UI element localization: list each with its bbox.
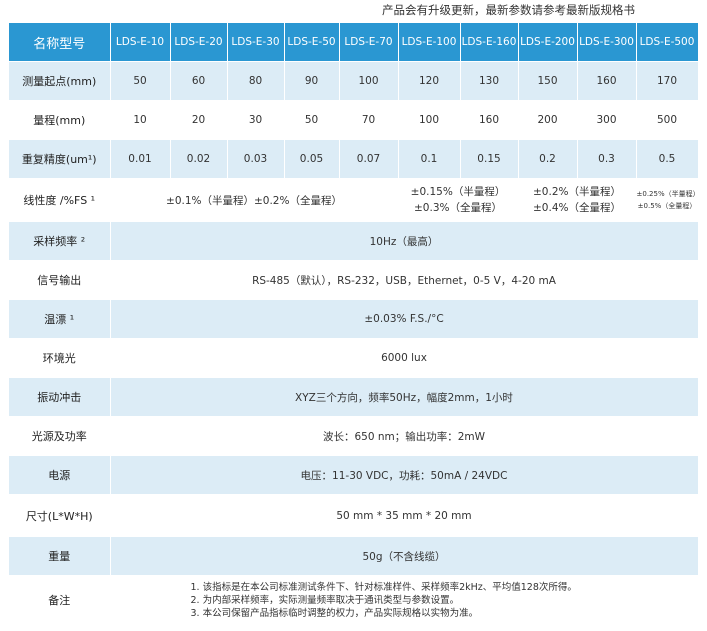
model-header: LDS-E-30 (226, 22, 285, 62)
cell: 20 (169, 100, 228, 140)
table-row: 光源及功率 波长：650 nm；输出功率：2mW (9, 416, 699, 456)
table-row: 信号输出 RS-485（默认），RS-232，USB，Ethernet，0-5 V… (9, 260, 699, 300)
cell: 80 (226, 61, 285, 101)
cell-line: ±0.2%（半量程） (533, 186, 621, 198)
table-row: 采样频率 ² 10Hz（最高） (9, 221, 699, 261)
remark-line: 1. 该指标是在本公司标准测试条件下、针对标准样件、采样频率2kHz、平均值12… (190, 581, 577, 593)
cell: 电压：11-30 VDC，功耗：50mA / 24VDC (109, 455, 699, 495)
model-header: LDS-E-160 (459, 22, 519, 62)
cell: 60 (169, 61, 228, 101)
cell: 0.03 (226, 139, 285, 179)
row-label: 量程(mm) (9, 100, 111, 140)
cell: ±0.03% F.S./°C (109, 299, 699, 339)
row-label: 振动冲击 (9, 377, 111, 417)
cell: 10 (109, 100, 171, 140)
row-label: 信号输出 (9, 260, 111, 300)
cell-line: ±0.5%（全量程） (637, 202, 697, 210)
cell: 0.01 (109, 139, 171, 179)
model-header: LDS-E-500 (635, 22, 699, 62)
cell: 0.3 (576, 139, 637, 179)
cell: 0.15 (459, 139, 519, 179)
table-row: 电源 电压：11-30 VDC，功耗：50mA / 24VDC (9, 455, 699, 495)
model-header: LDS-E-100 (397, 22, 461, 62)
cell: 0.2 (517, 139, 578, 179)
cell: 100 (397, 100, 461, 140)
cell: ±0.1%（半量程）±0.2%（全量程） (109, 178, 399, 222)
cell: 160 (459, 100, 519, 140)
cell: ±0.15%（半量程） ±0.3%（全量程） (397, 178, 519, 222)
row-label: 光源及功率 (9, 416, 111, 456)
cell: 120 (397, 61, 461, 101)
cell: 50 mm * 35 mm * 20 mm (109, 494, 699, 537)
header-label: 名称型号 (9, 22, 111, 62)
cell: 500 (635, 100, 699, 140)
cell: 70 (338, 100, 399, 140)
table-row: 测量起点(mm) 50 60 80 90 100 120 130 150 160 170 (9, 61, 699, 101)
cell: 200 (517, 100, 578, 140)
update-notice: 产品会有升级更新，最新参数请参考最新版规格书 (382, 3, 635, 17)
header-row: 名称型号 LDS-E-10 LDS-E-20 LDS-E-30 LDS-E-50 LDS-… (9, 22, 699, 62)
table-row: 温漂 ¹ ±0.03% F.S./°C (9, 299, 699, 339)
row-label: 电源 (9, 455, 111, 495)
table-row: 备注 1. 该指标是在本公司标准测试条件下、针对标准样件、采样频率2kHz、平均值… (9, 575, 699, 625)
remark-line: 2. 为内部采样频率，实际测量频率取决于通讯类型与参数设置。 (190, 594, 460, 606)
cell: 160 (576, 61, 637, 101)
model-header: LDS-E-70 (338, 22, 399, 62)
table-row: 重复精度(um¹) 0.01 0.02 0.03 0.05 0.07 0.1 0.15 0.2 0… (9, 139, 699, 179)
table-row: 线性度 /%FS ¹ ±0.1%（半量程）±0.2%（全量程） ±0.15%（半… (9, 178, 700, 222)
cell: 6000 lux (109, 338, 699, 378)
table-row: 重量 50g（不含线缆） (9, 536, 699, 576)
cell: 0.07 (338, 139, 399, 179)
row-label: 线性度 /%FS ¹ (9, 178, 111, 222)
row-label: 重量 (9, 536, 111, 576)
row-label: 测量起点(mm) (9, 61, 111, 101)
remarks-cell: 1. 该指标是在本公司标准测试条件下、针对标准样件、采样频率2kHz、平均值12… (109, 575, 699, 625)
model-header: LDS-E-10 (109, 22, 171, 62)
cell: 0.1 (397, 139, 461, 179)
cell: 波长：650 nm；输出功率：2mW (109, 416, 699, 456)
table-row: 振动冲击 XYZ三个方向，频率50Hz，幅度2mm，1小时 (9, 377, 699, 417)
cell: 30 (226, 100, 285, 140)
cell: 50 (109, 61, 171, 101)
row-label: 环境光 (9, 338, 111, 378)
model-header: LDS-E-300 (576, 22, 637, 62)
table-row: 尺寸(L*W*H) 50 mm * 35 mm * 20 mm (9, 494, 699, 537)
cell: 170 (635, 61, 699, 101)
table-row: 环境光 6000 lux (9, 338, 699, 378)
cell-line: ±0.25%（半量程） (636, 190, 700, 198)
cell: 50g（不含线缆） (109, 536, 699, 576)
cell-line: ±0.4%（全量程） (533, 202, 621, 214)
row-label: 温漂 ¹ (9, 299, 111, 339)
row-label: 尺寸(L*W*H) (9, 494, 111, 537)
cell: 0.02 (169, 139, 228, 179)
cell: 130 (459, 61, 519, 101)
model-header: LDS-E-200 (517, 22, 578, 62)
cell: XYZ三个方向，频率50Hz，幅度2mm，1小时 (109, 377, 699, 417)
cell: 0.5 (635, 139, 699, 179)
model-header: LDS-E-50 (283, 22, 340, 62)
cell: ±0.25%（半量程） ±0.5%（全量程） (635, 178, 700, 222)
remark-line: 3. 本公司保留产品指标临时调整的权力，产品实际规格以实物为准。 (190, 607, 479, 619)
cell: 90 (283, 61, 340, 101)
row-label: 备注 (9, 575, 111, 625)
model-header: LDS-E-20 (169, 22, 228, 62)
cell-line: ±0.15%（半量程） (410, 186, 506, 198)
cell: 50 (283, 100, 340, 140)
cell: RS-485（默认），RS-232，USB，Ethernet，0-5 V，4-2… (109, 260, 699, 300)
table-row: 量程(mm) 10 20 30 50 70 100 160 200 300 500 (9, 100, 699, 140)
cell: 300 (576, 100, 637, 140)
row-label: 采样频率 ² (9, 221, 111, 261)
cell: 100 (338, 61, 399, 101)
row-label: 重复精度(um¹) (9, 139, 111, 179)
cell: 0.05 (283, 139, 340, 179)
cell: ±0.2%（半量程） ±0.4%（全量程） (517, 178, 637, 222)
spec-table: 名称型号 LDS-E-10 LDS-E-20 LDS-E-30 LDS-E-50 LDS-… (9, 22, 700, 625)
cell: 150 (517, 61, 578, 101)
cell-line: ±0.3%（全量程） (414, 202, 502, 214)
cell: 10Hz（最高） (109, 221, 699, 261)
